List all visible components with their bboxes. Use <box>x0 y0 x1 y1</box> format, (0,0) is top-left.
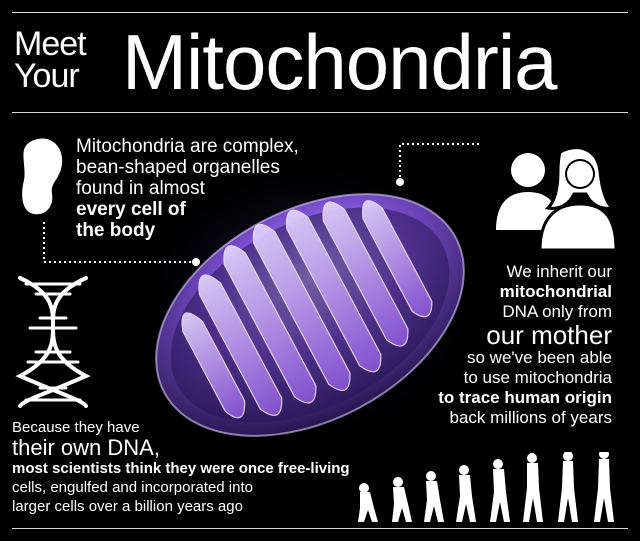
bean-icon <box>22 138 63 215</box>
title-line-2: Your <box>14 57 80 95</box>
fact-endosymbiosis: Because they have their own DNA, most sc… <box>12 419 350 515</box>
page-title: Mitochondria <box>122 18 558 106</box>
mitochondrion-illustration <box>130 150 490 450</box>
bottom-divider <box>12 528 628 529</box>
title-line-1: Meet <box>14 25 87 63</box>
dna-helix-icon <box>15 276 91 408</box>
fact-organelles: Mitochondria are complex, bean-shaped or… <box>76 136 299 241</box>
top-divider <box>12 12 628 13</box>
human-evolution-icon <box>358 452 614 522</box>
people-icon <box>496 146 616 250</box>
fact-maternal-inheritance: We inherit our mitochondrial DNA only fr… <box>438 262 612 427</box>
title-prefix: Meet Your <box>14 25 87 95</box>
title-divider <box>12 112 628 113</box>
